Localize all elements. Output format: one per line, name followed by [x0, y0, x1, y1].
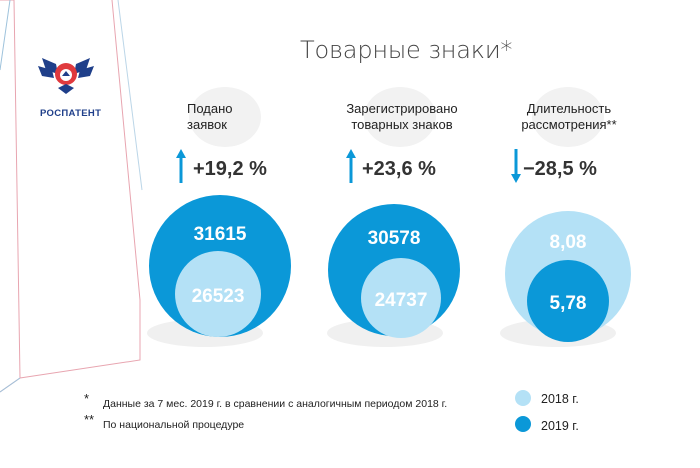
footnote-1: Данные за 7 мес. 2019 г. в сравнении с а… — [103, 398, 448, 410]
change-duration: −28,5 % — [523, 158, 597, 180]
legend-swatch-2018 — [515, 390, 531, 406]
change-registered: +23,6 % — [362, 158, 436, 180]
bubble-2018 — [175, 251, 261, 337]
value-label-2018: 8,08 — [550, 232, 587, 253]
value-label-2018: 24737 — [375, 290, 428, 311]
value-label-2019: 31615 — [194, 224, 247, 245]
footnote-mark-1: * — [84, 391, 90, 406]
legend-swatch-2019 — [515, 416, 531, 432]
bubble-2019 — [527, 260, 609, 342]
value-label-2018: 26523 — [192, 286, 245, 307]
label-backdrop-0 — [189, 87, 261, 147]
category-label-line2: заявок — [187, 117, 227, 132]
value-label-2019: 30578 — [368, 228, 421, 249]
label-backdrop-1 — [364, 87, 436, 147]
footnote-mark-2: ** — [84, 412, 95, 427]
category-label-applications: Подано заявок — [187, 101, 233, 133]
category-label-line1: Длительность — [526, 101, 612, 116]
logo-text: РОСПАТЕНТ — [40, 108, 102, 119]
arrow-down-head-icon — [511, 174, 521, 183]
category-label-duration: Длительность рассмотрения** — [509, 101, 629, 133]
legend-label-2019: 2019 г. — [541, 419, 579, 433]
page-title: Товарные знаки* — [300, 36, 513, 64]
arrow-up-head-icon — [176, 149, 186, 158]
category-label-line1: Подано — [187, 101, 233, 116]
value-label-2019: 5,78 — [550, 293, 587, 314]
rospatent-emblem-icon — [38, 58, 94, 94]
category-label-registered: Зарегистрировано товарных знаков — [338, 101, 466, 133]
bubble-2018 — [361, 258, 441, 338]
category-label-line2: товарных знаков — [351, 117, 453, 132]
legend-label-2018: 2018 г. — [541, 392, 579, 406]
change-applications: +19,2 % — [193, 158, 267, 180]
category-label-line1: Зарегистрировано — [346, 101, 458, 116]
arrow-up-head-icon — [346, 149, 356, 158]
footnote-2: По национальной процедуре — [103, 419, 245, 431]
label-backdrop-2 — [532, 87, 604, 147]
category-label-line2: рассмотрения** — [521, 117, 617, 132]
